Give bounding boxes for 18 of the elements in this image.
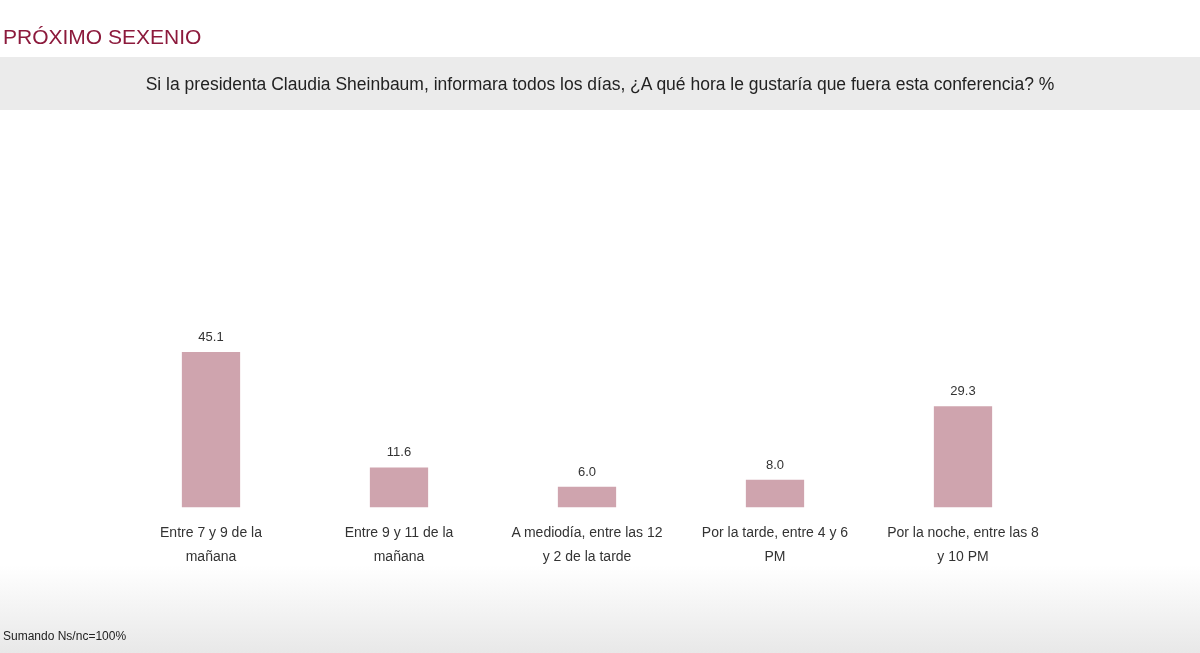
chart-subtitle: Si la presidenta Claudia Sheinbaum, informara todos los días, ¿A qué hora le gustaría que fuera esta conferencia? % <box>144 74 1056 94</box>
bar <box>745 479 805 508</box>
bar <box>369 467 429 508</box>
data-label: 8.0 <box>765 456 785 472</box>
bar <box>557 486 617 508</box>
x-tick-label: Entre 7 y 9 de la mañana <box>160 524 263 564</box>
x-tick-label: A mediodía, entre las 12 y 2 de la tarde <box>511 524 663 564</box>
text: Sumando Ns/nc=100% <box>3 629 127 643</box>
x-tick-label: Entre 9 y 11 de la mañana <box>344 524 454 564</box>
data-label: 11.6 <box>386 444 412 460</box>
x-tick-label: Por la tarde, entre 4 y 6 PM <box>701 524 849 564</box>
data-label: 45.1 <box>198 328 224 344</box>
data-label: 6.0 <box>577 463 597 479</box>
bar <box>933 406 993 508</box>
bar <box>181 351 241 508</box>
x-tick-label: Por la noche, entre las 8 y 10 PM <box>887 524 1040 564</box>
data-label: 29.3 <box>950 383 976 399</box>
chart-title: PRÓXIMO SEXENIO <box>3 25 202 49</box>
